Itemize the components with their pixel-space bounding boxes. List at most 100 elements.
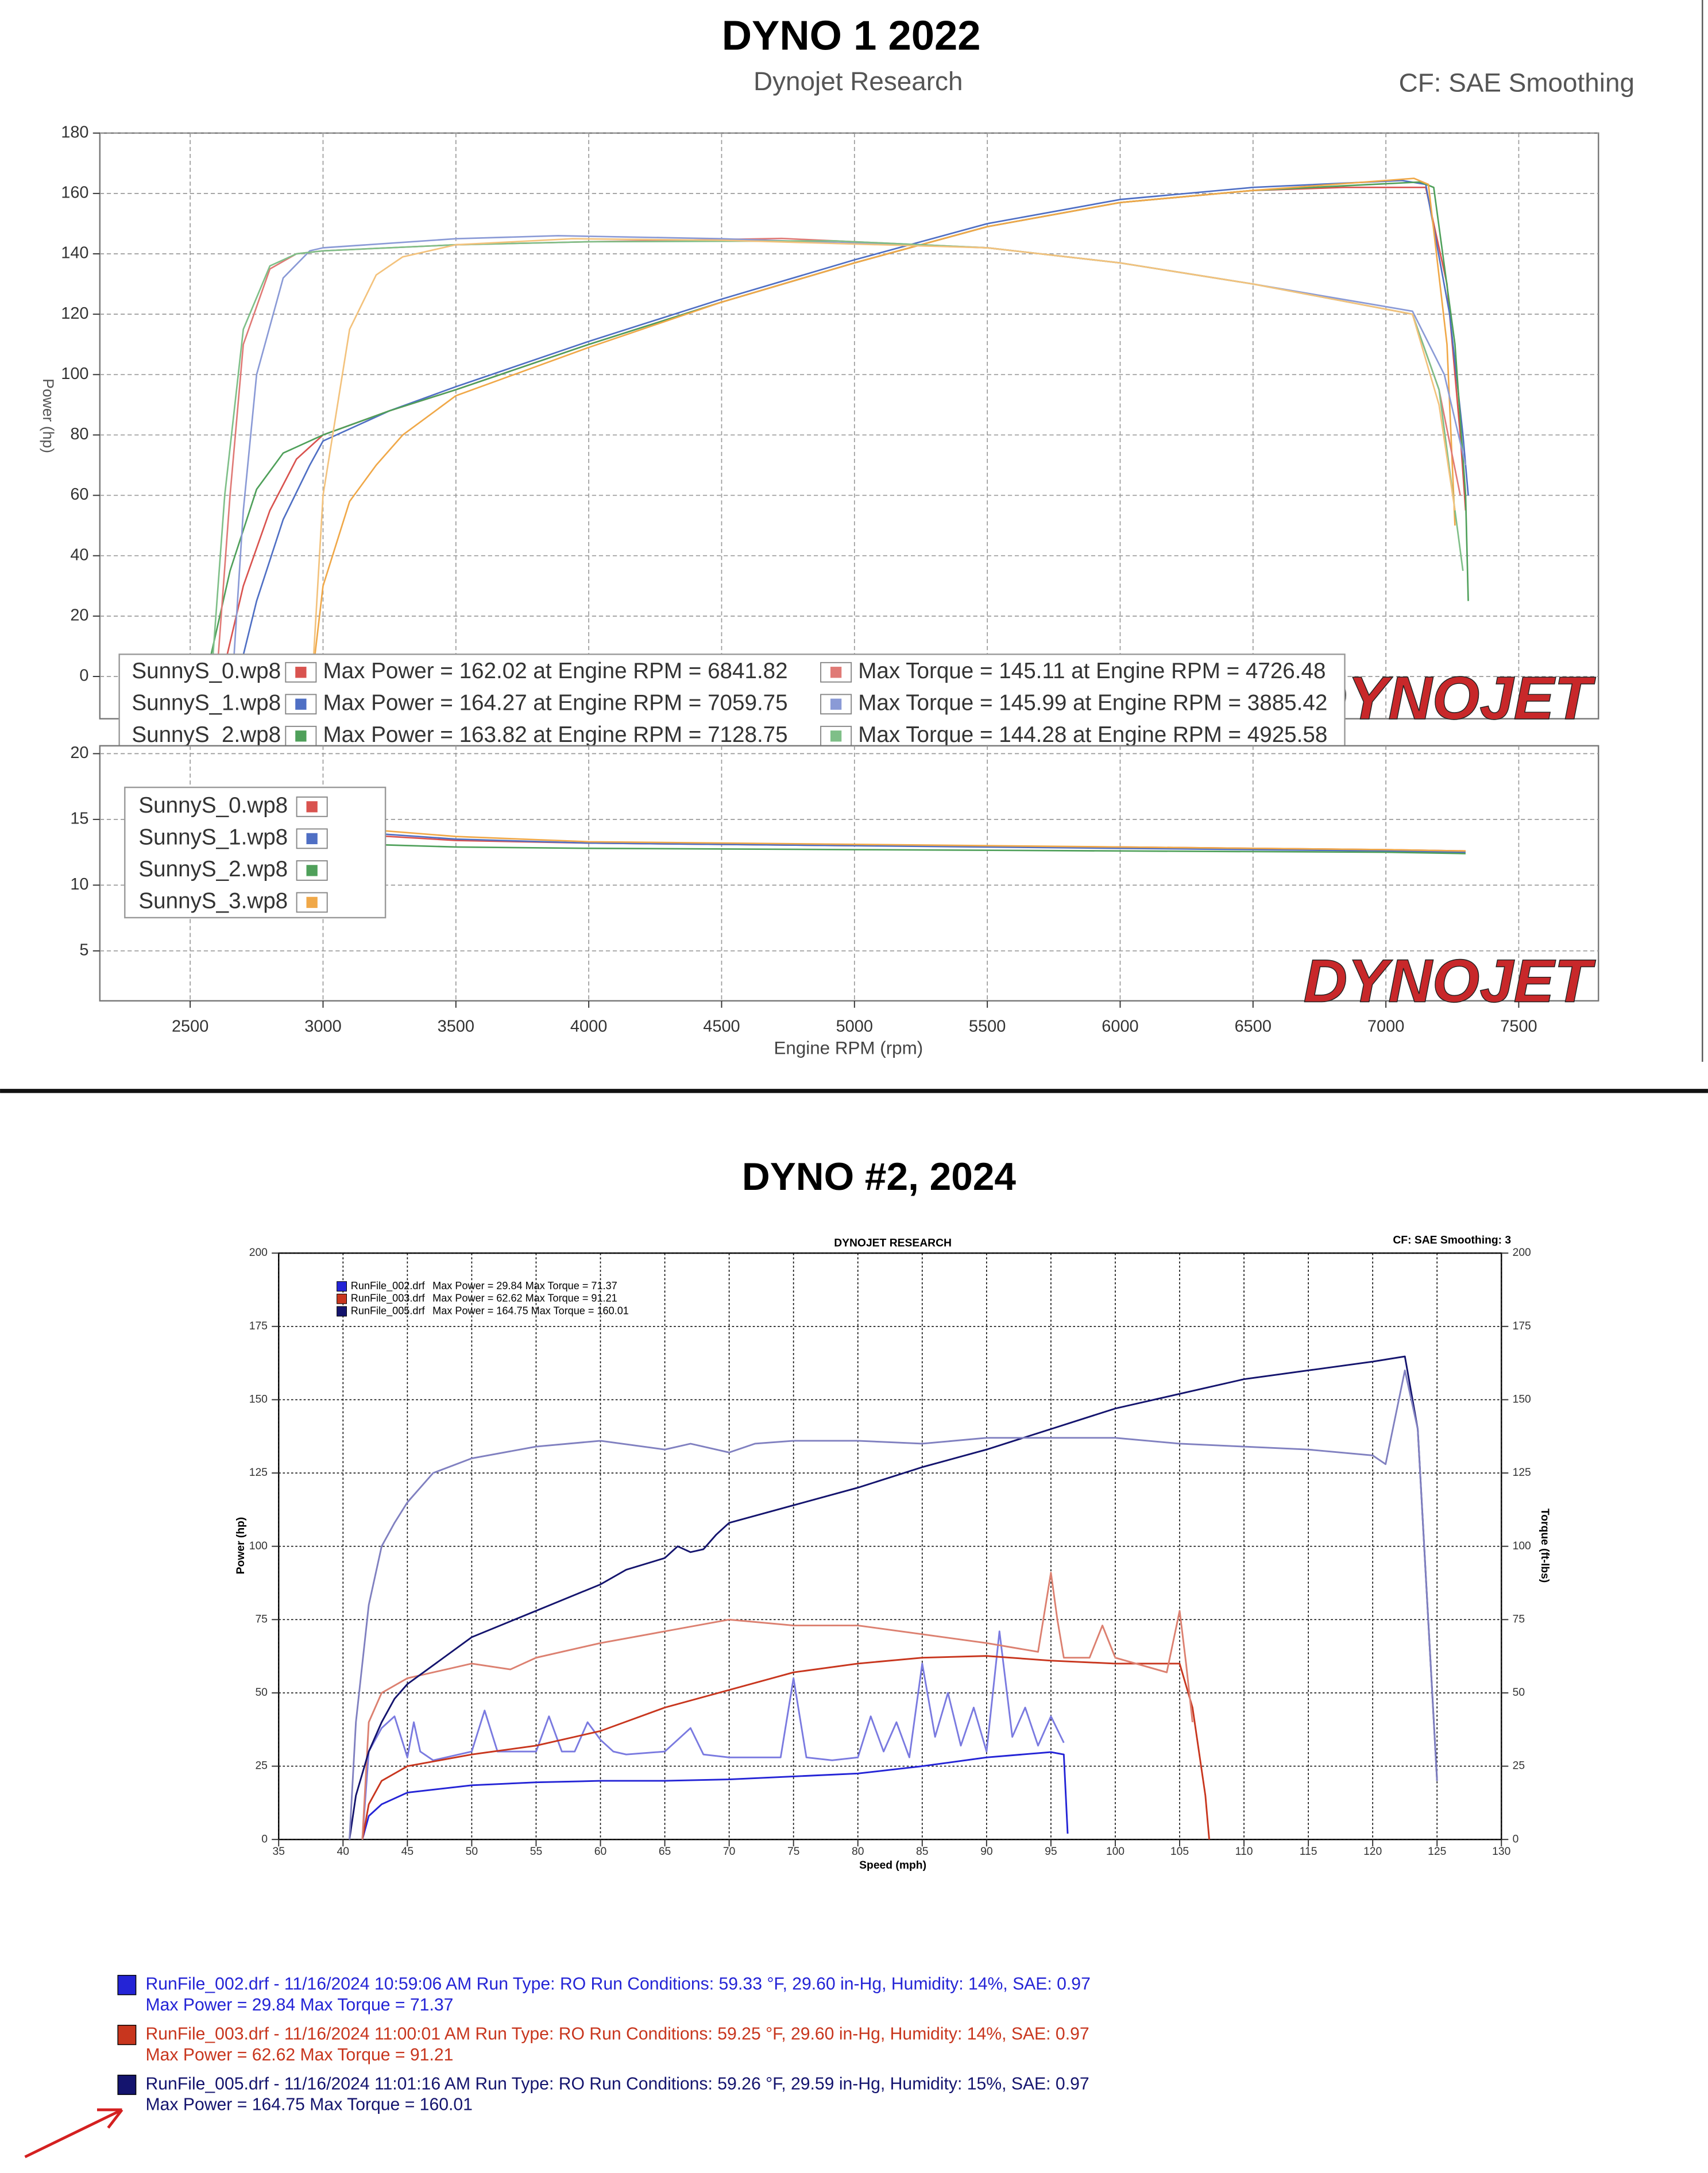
series-line (237, 179, 1469, 677)
corner-note: CF: SAE Smoothing (1399, 67, 1634, 97)
x-tick-label: 7000 (1367, 1017, 1404, 1035)
x-tick-label: 115 (1300, 1846, 1317, 1858)
run-detail: Max Power = 62.62 Max Torque = 91.21 (146, 2046, 454, 2064)
x-tick-label: 80 (852, 1846, 864, 1858)
y-tick-label: 100 (249, 1540, 268, 1552)
y-tick-label: 200 (249, 1247, 268, 1259)
y2-tick-label: 50 (1513, 1687, 1525, 1699)
series-line (231, 235, 1467, 677)
y2-tick-label: 200 (1513, 1247, 1531, 1259)
subtitle: DYNOJET RESEARCH (834, 1237, 952, 1249)
y-tick-label: 40 (70, 546, 88, 564)
series-line (361, 1751, 1069, 1840)
run-info: RunFile_003.drf - 11/16/2024 11:00:01 AM… (146, 2025, 1089, 2044)
legend-swatch-fill (830, 667, 842, 678)
series-line (311, 238, 1456, 677)
plot-area (99, 132, 1599, 720)
x-tick-label: 85 (916, 1846, 928, 1858)
x-tick-label: 45 (401, 1846, 414, 1858)
x-axis-label: Engine RPM (rpm) (774, 1038, 923, 1058)
y-tick-label: 100 (61, 365, 88, 383)
y-tick-label: 25 (255, 1760, 267, 1772)
x-tick-label: 40 (337, 1846, 349, 1858)
x-tick-label: 3000 (304, 1017, 341, 1035)
y2-tick-label: 175 (1513, 1320, 1531, 1332)
y2-tick-label: 0 (1513, 1833, 1519, 1845)
y-tick-label: 5 (79, 941, 88, 959)
legend-text: Max Power = 62.62 Max Torque = 91.21 (432, 1293, 617, 1304)
series-line (311, 177, 1456, 677)
corner-note: CF: SAE Smoothing: 3 (1393, 1235, 1511, 1247)
y-tick-label: 120 (61, 304, 88, 323)
x-tick-label: 6000 (1102, 1017, 1138, 1035)
legend-text: Max Power = 164.27 at Engine RPM = 7059.… (323, 690, 787, 715)
y2-tick-label: 100 (1513, 1540, 1531, 1552)
legend-box (124, 786, 387, 919)
legend-swatch-fill (830, 698, 842, 710)
y-tick-label: 175 (249, 1320, 268, 1332)
x-tick-label: 105 (1170, 1846, 1189, 1858)
y2-tick-label: 125 (1513, 1467, 1531, 1479)
x-tick-label: 65 (659, 1846, 671, 1858)
series-line (361, 1630, 1065, 1840)
y2-tick-label: 25 (1513, 1760, 1525, 1772)
x-axis-label: Speed (mph) (859, 1859, 926, 1872)
x-tick-label: 4500 (703, 1017, 740, 1035)
legend-swatch-fill (830, 730, 842, 742)
run-swatch (117, 1975, 137, 1996)
x-tick-label: 95 (1045, 1846, 1057, 1858)
legend-text: Max Power = 164.75 Max Torque = 160.01 (432, 1305, 629, 1316)
y-axis-label: Power (hp) (235, 1517, 247, 1575)
series-line (361, 1572, 1193, 1840)
legend-name: RunFile_003.drf (351, 1293, 426, 1305)
x-tick-label: 130 (1492, 1846, 1510, 1858)
legend-name: SunnyS_2.wp8 (132, 722, 281, 747)
y-tick-label: 140 (61, 244, 88, 262)
y-tick-label: 20 (70, 606, 88, 625)
y-axis-label: Power (hp) (40, 378, 57, 453)
y-tick-label: 80 (70, 425, 88, 443)
run-detail: Max Power = 164.75 Max Torque = 160.01 (146, 2095, 473, 2114)
legend-name: SunnyS_3.wp8 (138, 889, 288, 914)
logo: DYNOJET (1304, 946, 1597, 1015)
legend-swatch (337, 1306, 347, 1317)
legend-text: Max Power = 29.84 Max Torque = 71.37 (432, 1280, 617, 1292)
legend-swatch (296, 796, 328, 817)
chart-title: DYNO #2, 2024 (742, 1155, 1016, 1198)
x-tick-label: 50 (466, 1846, 478, 1858)
x-tick-label: 5000 (836, 1017, 873, 1035)
legend-swatch (296, 860, 328, 881)
y-tick-label: 60 (70, 485, 88, 504)
series-line (349, 1369, 1438, 1840)
series-line (349, 1355, 1438, 1840)
legend-name: SunnyS_0.wp8 (132, 659, 281, 683)
y2-axis-label: Torque (ft-lbs) (1539, 1509, 1551, 1583)
legend-swatch-fill (295, 730, 307, 742)
legend-swatch (337, 1281, 347, 1292)
legend-swatch-fill (306, 865, 318, 876)
y-tick-label: 0 (261, 1833, 268, 1845)
legend-name: RunFile_002.drf (351, 1280, 426, 1292)
run-info: RunFile_002.drf - 11/16/2024 10:59:06 AM… (146, 1975, 1091, 1994)
y-tick-label: 75 (255, 1613, 267, 1625)
legend-swatch-fill (295, 667, 307, 678)
run-swatch (117, 2024, 137, 2046)
legend-swatch (337, 1293, 347, 1304)
legend-swatch-fill (306, 801, 318, 813)
chart-title: DYNO 1 2022 (722, 13, 981, 59)
y-tick-label: 125 (249, 1467, 268, 1479)
x-tick-label: 6500 (1235, 1017, 1272, 1035)
y2-tick-label: 75 (1513, 1613, 1525, 1625)
legend-name: SunnyS_1.wp8 (138, 825, 288, 850)
y-tick-label: 180 (61, 123, 88, 141)
y-tick-label: 15 (70, 810, 88, 828)
x-tick-label: 120 (1363, 1846, 1382, 1858)
legend-text: Max Torque = 145.99 at Engine RPM = 3885… (858, 690, 1327, 715)
x-tick-label: 35 (273, 1846, 285, 1858)
legend-text: Max Torque = 144.28 at Engine RPM = 4925… (858, 722, 1327, 747)
legend-name: SunnyS_1.wp8 (132, 690, 281, 715)
x-tick-label: 7500 (1500, 1017, 1537, 1035)
series-line (361, 1655, 1210, 1840)
subtitle: Dynojet Research (753, 66, 963, 96)
